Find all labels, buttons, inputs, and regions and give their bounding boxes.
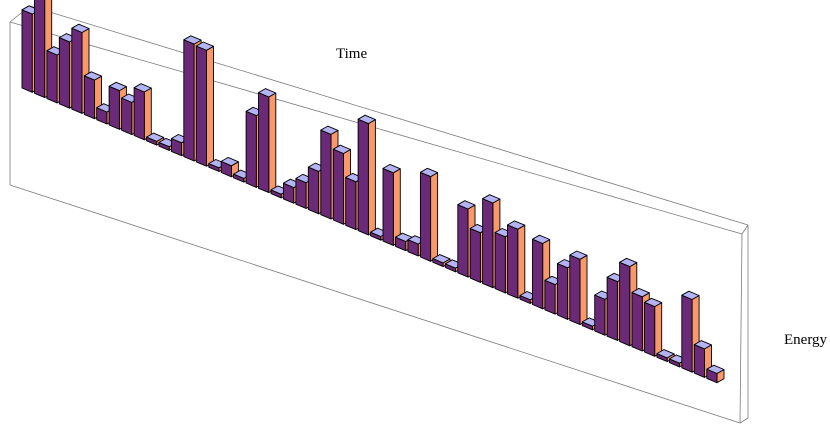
bar-front-face	[693, 344, 705, 378]
bar	[706, 364, 725, 384]
bar-top-face	[382, 163, 401, 174]
bar-front-face	[183, 39, 195, 162]
bar-side-face	[268, 92, 277, 194]
bar	[419, 167, 439, 262]
bars	[21, 0, 725, 384]
bar-side-face	[579, 254, 588, 326]
bar-top-face	[133, 83, 152, 93]
bar-front-face	[544, 279, 556, 315]
bar-top-face	[146, 132, 165, 142]
bar-top-face	[83, 71, 102, 81]
bar	[569, 250, 588, 326]
bar-top-face	[631, 287, 650, 298]
bar-front-face	[457, 204, 469, 278]
bar-side-face	[367, 119, 376, 236]
bar-front-face	[357, 118, 369, 236]
bar-front-face	[619, 261, 631, 347]
bar-top-face	[258, 88, 277, 98]
bar-side-face	[392, 168, 401, 246]
bar-top-face	[71, 23, 90, 33]
bar-front-face	[644, 301, 656, 357]
bar-top-face	[419, 167, 439, 178]
bar-front-face	[71, 27, 83, 114]
box-edge	[29, 5, 749, 226]
bar-front-face	[382, 167, 394, 246]
bar-front-face	[606, 276, 618, 341]
bar-top-face	[619, 257, 638, 268]
box-edge	[9, 184, 741, 424]
box-edge	[741, 224, 749, 235]
bar-top-face	[569, 250, 588, 260]
bar-side-face	[517, 224, 526, 299]
bar	[357, 114, 376, 236]
bar	[195, 41, 214, 167]
bar-side-face	[430, 172, 439, 262]
bar-side-face	[143, 87, 152, 141]
bar	[382, 163, 401, 246]
bar-front-face	[58, 37, 71, 109]
bar-front-face	[108, 85, 120, 130]
bar-top-face	[183, 35, 202, 45]
bar	[507, 220, 526, 299]
bar-top-face	[693, 340, 712, 350]
bar-top-face	[532, 234, 551, 244]
bar-top-face	[507, 220, 526, 230]
bar-front-face	[345, 176, 357, 231]
bar	[644, 297, 663, 357]
bar-top-face	[706, 364, 725, 374]
bar-top-face	[357, 114, 376, 125]
y-axis-label: Energy	[784, 332, 828, 348]
bar-front-face	[21, 9, 33, 93]
bar-front-face	[83, 75, 95, 120]
bar-front-face	[195, 45, 207, 167]
bar-front-face	[594, 294, 606, 336]
bar-front-face	[681, 294, 693, 373]
bar-top-face	[432, 254, 451, 264]
bar	[693, 340, 712, 378]
bar-top-face	[644, 297, 663, 308]
bar	[71, 23, 90, 114]
bar-front-face	[121, 97, 133, 136]
bar	[133, 83, 152, 141]
bounding-box	[9, 5, 749, 424]
bar-front-face	[532, 238, 544, 310]
box-edge	[739, 233, 743, 424]
bar-front-face	[482, 198, 494, 289]
bar-front-face	[631, 291, 643, 352]
bar-top-face	[656, 349, 675, 359]
bar-front-face	[133, 87, 145, 141]
bar-front-face	[245, 110, 257, 188]
bar-front-face	[34, 0, 46, 99]
bar-front-face	[494, 232, 506, 294]
bar-side-face	[654, 302, 663, 357]
bar	[656, 349, 675, 363]
bar-side-face	[206, 45, 214, 167]
bar-front-face	[469, 227, 481, 283]
bar-front-face	[295, 177, 307, 209]
bar-top-face	[681, 290, 700, 300]
bar-front-face	[569, 254, 581, 326]
bar	[258, 88, 277, 194]
bar-front-face	[320, 129, 332, 220]
bar-top-face	[320, 125, 339, 135]
bar-front-face	[258, 92, 270, 194]
bar-front-face	[419, 171, 432, 262]
bar-top-face	[332, 144, 351, 154]
bar-front-face	[556, 263, 569, 320]
bar-top-face	[108, 81, 127, 92]
bar-front-face	[332, 148, 344, 225]
box-edge	[9, 21, 743, 235]
box-edge	[739, 417, 749, 424]
bar-front-face	[507, 224, 519, 299]
x-axis-label: Time	[336, 46, 367, 62]
bar-top-face	[195, 41, 214, 51]
bar-top-face	[457, 200, 476, 210]
bar-front-face	[46, 50, 58, 104]
bar-top-face	[482, 194, 501, 204]
bar-top-face	[220, 156, 239, 167]
bar-front-face	[307, 166, 320, 215]
